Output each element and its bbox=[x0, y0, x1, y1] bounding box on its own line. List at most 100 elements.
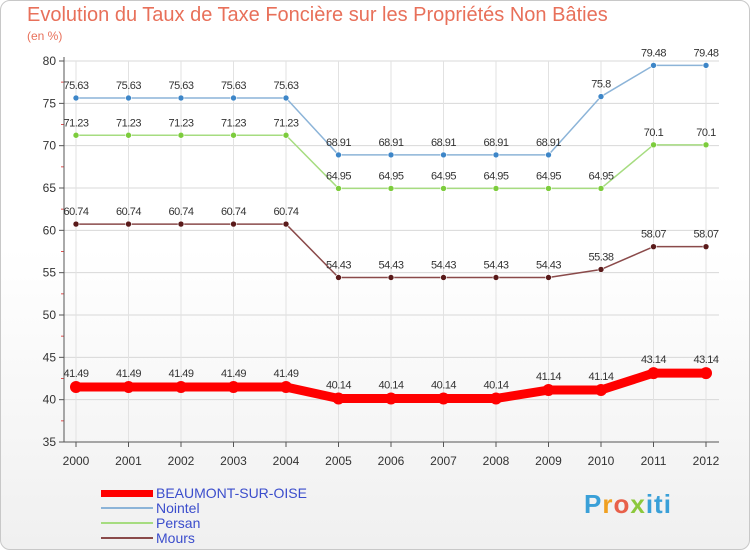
data-label-nointel: 68.91 bbox=[326, 137, 351, 149]
data-point-beaumont-sur-oise bbox=[700, 367, 712, 380]
x-tick-label: 2002 bbox=[168, 454, 195, 468]
data-point-persan bbox=[387, 185, 395, 192]
x-tick-label: 2001 bbox=[115, 454, 142, 468]
data-label-beaumont-sur-oise: 41.49 bbox=[273, 368, 298, 380]
x-tick-label: 2004 bbox=[273, 454, 300, 468]
data-label-beaumont-sur-oise: 40.14 bbox=[378, 379, 403, 391]
data-point-nointel bbox=[335, 151, 342, 159]
data-label-nointel: 75.63 bbox=[116, 80, 141, 92]
data-label-persan: 71.23 bbox=[273, 117, 298, 129]
data-label-beaumont-sur-oise: 41.14 bbox=[588, 371, 613, 383]
data-point-persan bbox=[650, 141, 657, 149]
data-label-nointel: 75.63 bbox=[168, 80, 193, 92]
data-label-nointel: 75.63 bbox=[221, 80, 246, 92]
data-label-nointel: 79.48 bbox=[693, 47, 718, 59]
data-label-persan: 64.95 bbox=[483, 170, 508, 182]
data-point-nointel bbox=[125, 94, 132, 102]
data-label-mours: 54.43 bbox=[483, 259, 508, 271]
data-point-beaumont-sur-oise bbox=[122, 381, 135, 394]
x-tick-label: 2011 bbox=[641, 454, 667, 468]
x-tick-label: 2003 bbox=[220, 454, 247, 468]
y-tick-label: 70 bbox=[43, 139, 57, 153]
data-point-persan bbox=[230, 131, 237, 139]
data-point-persan bbox=[72, 131, 80, 139]
data-point-persan bbox=[177, 131, 185, 139]
data-label-mours: 60.74 bbox=[221, 206, 246, 218]
proxiti-logo: Proxiti bbox=[584, 489, 672, 519]
data-point-nointel bbox=[177, 94, 185, 102]
data-label-mours: 55.38 bbox=[588, 251, 613, 263]
data-point-beaumont-sur-oise bbox=[332, 392, 345, 405]
data-point-persan bbox=[125, 131, 132, 139]
legend-label-mours: Mours bbox=[156, 530, 195, 546]
legend-swatch-beaumont bbox=[101, 490, 153, 497]
data-point-nointel bbox=[72, 94, 80, 102]
data-point-beaumont-sur-oise bbox=[647, 367, 660, 380]
data-label-mours: 58.07 bbox=[693, 229, 718, 241]
data-label-beaumont-sur-oise: 41.49 bbox=[116, 368, 141, 380]
data-label-nointel: 68.91 bbox=[483, 137, 508, 149]
data-point-mours bbox=[545, 274, 552, 281]
data-label-persan: 64.95 bbox=[378, 170, 403, 182]
data-label-nointel: 75.63 bbox=[63, 80, 88, 92]
legend-swatch-nointel bbox=[101, 507, 153, 509]
data-label-mours: 58.07 bbox=[641, 229, 666, 241]
data-label-beaumont-sur-oise: 43.14 bbox=[641, 354, 666, 366]
data-label-persan: 71.23 bbox=[168, 117, 193, 129]
data-label-persan: 70.1 bbox=[696, 127, 716, 139]
data-label-persan: 64.95 bbox=[536, 170, 561, 182]
y-tick-label: 45 bbox=[43, 350, 57, 364]
data-point-nointel bbox=[702, 62, 710, 69]
x-tick-label: 2007 bbox=[430, 454, 457, 468]
data-point-mours bbox=[492, 274, 500, 281]
legend-label-beaumont: BEAUMONT-SUR-OISE bbox=[156, 485, 307, 501]
data-point-mours bbox=[335, 274, 342, 281]
data-point-mours bbox=[177, 220, 185, 228]
data-point-beaumont-sur-oise bbox=[227, 381, 240, 394]
data-point-nointel bbox=[230, 94, 237, 102]
data-labels: 75.63 75.63 75.63 75.63 75.63 68.91 68.91 68.91… bbox=[63, 47, 719, 391]
data-point-mours bbox=[230, 220, 237, 228]
x-tick-label: 2006 bbox=[378, 454, 405, 468]
data-point-persan bbox=[282, 131, 290, 139]
data-label-nointel: 79.48 bbox=[641, 47, 666, 59]
data-label-nointel: 68.91 bbox=[431, 137, 456, 149]
data-point-persan bbox=[702, 141, 710, 149]
data-point-beaumont-sur-oise bbox=[490, 392, 502, 405]
y-tick-label: 60 bbox=[43, 223, 57, 237]
data-label-nointel: 68.91 bbox=[378, 137, 403, 149]
data-label-beaumont-sur-oise: 40.14 bbox=[483, 379, 508, 391]
data-point-mours bbox=[650, 243, 657, 250]
data-point-persan bbox=[335, 185, 342, 192]
data-label-beaumont-sur-oise: 41.49 bbox=[168, 368, 193, 380]
data-point-mours bbox=[702, 243, 710, 250]
data-point-mours bbox=[72, 220, 80, 228]
data-point-persan bbox=[440, 185, 447, 192]
data-label-mours: 60.74 bbox=[116, 206, 141, 218]
data-point-mours bbox=[440, 274, 447, 281]
data-point-beaumont-sur-oise bbox=[175, 381, 187, 394]
grid bbox=[64, 60, 719, 442]
data-label-mours: 60.74 bbox=[168, 206, 193, 218]
y-tick-label: 65 bbox=[43, 181, 57, 195]
data-label-persan: 71.23 bbox=[63, 117, 88, 129]
data-point-nointel bbox=[545, 151, 552, 159]
data-point-mours bbox=[125, 220, 132, 228]
data-label-beaumont-sur-oise: 40.14 bbox=[431, 379, 456, 391]
y-tick-label: 40 bbox=[43, 393, 57, 407]
data-point-beaumont-sur-oise bbox=[542, 384, 555, 397]
data-point-mours bbox=[387, 274, 395, 281]
data-point-beaumont-sur-oise bbox=[437, 392, 450, 405]
x-tick-label: 2010 bbox=[588, 454, 615, 468]
data-label-persan: 71.23 bbox=[221, 117, 246, 129]
legend-swatch-persan bbox=[101, 522, 153, 524]
data-label-nointel: 68.91 bbox=[536, 137, 561, 149]
x-tick-label: 2008 bbox=[483, 454, 510, 468]
data-point-persan bbox=[597, 185, 605, 192]
data-label-persan: 70.1 bbox=[644, 127, 664, 139]
data-label-beaumont-sur-oise: 43.14 bbox=[693, 354, 718, 366]
data-point-nointel bbox=[597, 93, 605, 100]
data-label-beaumont-sur-oise: 40.14 bbox=[326, 379, 351, 391]
y-tick-label: 50 bbox=[43, 308, 57, 322]
